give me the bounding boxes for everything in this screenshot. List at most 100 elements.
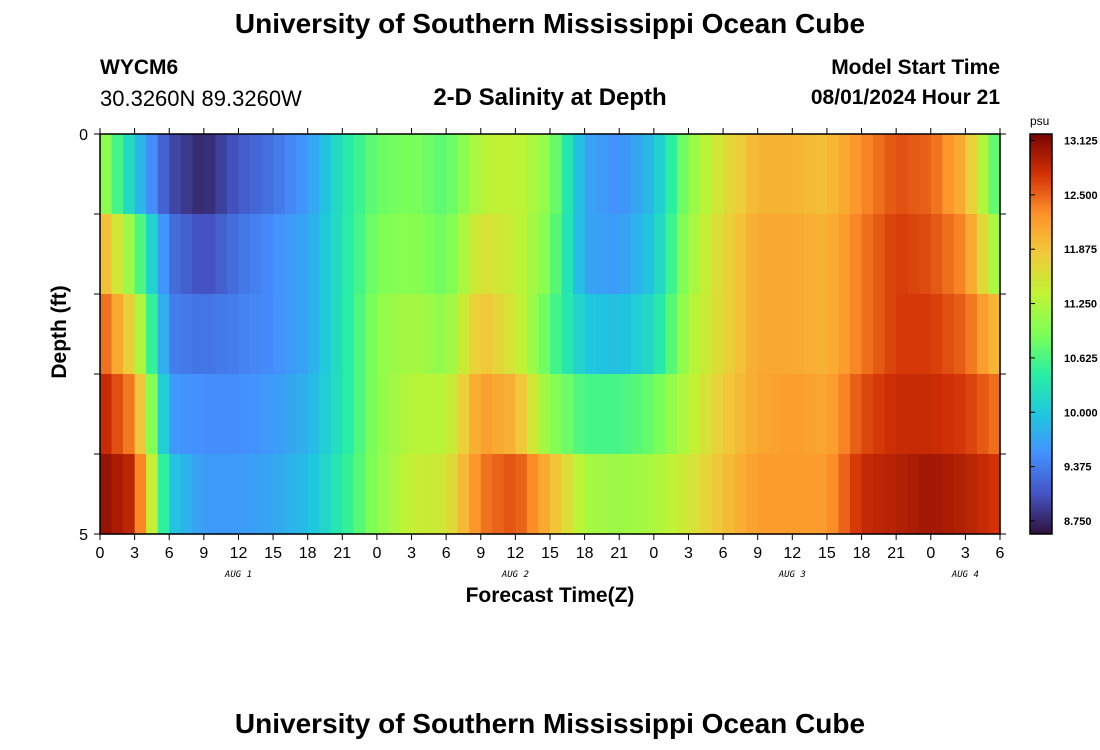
x-tick-label: 15 — [264, 545, 282, 562]
heatmap-cell — [757, 294, 770, 375]
heatmap-cell — [780, 214, 793, 295]
colorbar-tick-label: 13.125 — [1064, 136, 1098, 148]
heatmap-cell — [526, 454, 540, 535]
heatmap-cell — [469, 134, 482, 215]
heatmap-cell — [734, 134, 747, 215]
heatmap-cell — [815, 374, 828, 455]
heatmap-cell — [203, 134, 216, 215]
heatmap-cell — [873, 374, 886, 455]
heatmap-cell — [584, 374, 597, 455]
x-tick-label: 15 — [818, 545, 836, 562]
heatmap-cell — [734, 294, 747, 375]
heatmap-cell — [884, 294, 897, 375]
heatmap-cell — [757, 454, 770, 535]
heatmap-cell — [607, 374, 620, 455]
heatmap-cell — [376, 374, 390, 455]
heatmap-cell — [388, 294, 401, 375]
station-id: WYCM6 — [100, 56, 179, 79]
heatmap-cell — [157, 294, 170, 375]
heatmap-cell — [307, 214, 320, 295]
heatmap-cell — [665, 134, 678, 215]
heatmap-cell — [757, 134, 770, 215]
heatmap-cell — [492, 454, 505, 535]
heatmap-cell — [434, 374, 447, 455]
heatmap-cell — [723, 294, 736, 375]
heatmap-cell — [515, 214, 528, 295]
heatmap-cell — [826, 214, 840, 295]
heatmap-cell — [111, 214, 124, 295]
heatmap-cell — [307, 294, 320, 375]
heatmap-cell — [411, 454, 424, 535]
heatmap-cell — [273, 374, 286, 455]
heatmap-cell — [907, 294, 920, 375]
heatmap-cell — [180, 294, 193, 375]
heatmap-cell — [700, 134, 713, 215]
heatmap-cell — [296, 454, 309, 535]
heatmap-cell — [746, 374, 759, 455]
heatmap-cell — [965, 214, 978, 295]
heatmap-cell — [226, 374, 240, 455]
heatmap-cell — [861, 374, 874, 455]
heatmap-cell — [861, 134, 874, 215]
heatmap-cell — [930, 134, 943, 215]
heatmap-cell — [192, 294, 205, 375]
heatmap-cell — [273, 134, 286, 215]
x-tick-label: 15 — [541, 545, 559, 562]
heatmap-cell — [676, 294, 690, 375]
heatmap-cell — [965, 294, 978, 375]
heatmap-cell — [607, 454, 620, 535]
heatmap-cell — [134, 374, 147, 455]
heatmap-cell — [192, 454, 205, 535]
heatmap-cell — [930, 454, 943, 535]
heatmap-cell — [884, 374, 897, 455]
heatmap-cell — [538, 134, 551, 215]
heatmap-cell — [215, 134, 228, 215]
heatmap-cell — [942, 294, 955, 375]
heatmap-cell — [873, 134, 886, 215]
heatmap-cell — [780, 294, 793, 375]
heatmap-cell — [826, 454, 840, 535]
heatmap-cell — [180, 454, 193, 535]
heatmap-cell — [434, 454, 447, 535]
heatmap-cell — [953, 454, 966, 535]
heatmap-cell — [284, 454, 297, 535]
heatmap-cell — [792, 134, 805, 215]
heatmap-cell — [803, 214, 816, 295]
heatmap-cell — [723, 214, 736, 295]
heatmap-cell — [596, 374, 609, 455]
heatmap-cell — [284, 374, 297, 455]
heatmap-cell — [850, 294, 863, 375]
heatmap-cell — [388, 134, 401, 215]
heatmap-cell — [642, 134, 655, 215]
x-tick-label: 6 — [442, 545, 451, 562]
heatmap-cell — [607, 294, 620, 375]
heatmap-cell — [861, 214, 874, 295]
x-tick-label: 21 — [887, 545, 905, 562]
heatmap-cell — [653, 214, 666, 295]
heatmap-cell — [826, 374, 840, 455]
heatmap-cell — [457, 294, 470, 375]
heatmap-cell — [688, 374, 701, 455]
heatmap-cell — [342, 454, 355, 535]
heatmap-cell — [884, 454, 897, 535]
heatmap-cell — [873, 454, 886, 535]
heatmap-cell — [942, 454, 955, 535]
heatmap-cell — [411, 214, 424, 295]
heatmap-cell — [769, 374, 782, 455]
heatmap-cell — [907, 214, 920, 295]
heatmap-cell — [584, 454, 597, 535]
heatmap-cell — [400, 374, 413, 455]
x-axis-title: Forecast Time(Z) — [465, 584, 635, 607]
x-tick-label: 18 — [576, 545, 594, 562]
heatmap-cell — [711, 294, 724, 375]
heatmap-cell — [746, 134, 759, 215]
heatmap-cell — [711, 214, 724, 295]
heatmap-cell — [503, 454, 516, 535]
heatmap-cell — [884, 134, 897, 215]
date-label: AUG 2 — [501, 570, 529, 580]
heatmap-cell — [976, 214, 990, 295]
heatmap-cell — [642, 454, 655, 535]
heatmap-cell — [619, 454, 632, 535]
heatmap-cell — [930, 294, 943, 375]
heatmap-cell — [550, 454, 563, 535]
